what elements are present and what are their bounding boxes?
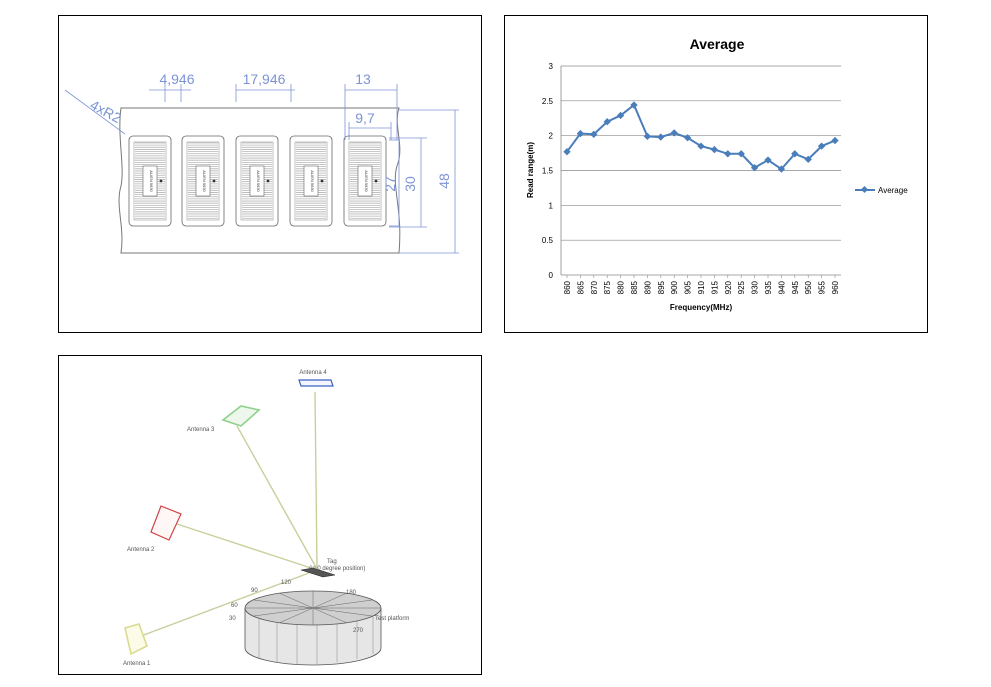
x-tick-label: 900 <box>670 280 679 294</box>
test-setup-panel: Antenna 4 Antenna 3 Antenna 2 Antenna 1 … <box>58 355 482 675</box>
data-point <box>791 150 799 158</box>
y-tick-label: 0.5 <box>542 236 554 245</box>
angle-270: 270 <box>353 628 364 634</box>
label-tag-position: (in 0 degree position) <box>309 566 365 572</box>
x-tick-labels: 860 865 870 875 880 885 890 895 900 905 910 915 920 9… <box>563 275 840 294</box>
x-tick-label: 915 <box>710 280 719 294</box>
chart-panel: Average 0 0.5 1 1.5 2 2.5 3 860 865 870 875 880 885… <box>504 15 928 333</box>
x-axis-label: Frequency(MHz) <box>670 303 733 312</box>
y-tick-label: 2 <box>549 132 554 141</box>
x-tick-label: 890 <box>643 280 652 294</box>
test-platform <box>244 590 382 666</box>
y-tick-label: 0 <box>549 271 554 280</box>
x-tick-label: 950 <box>804 280 813 294</box>
data-point <box>683 134 692 142</box>
dim-width-outer: 13 <box>355 71 371 87</box>
dim-height-48: 48 <box>436 173 452 189</box>
rfid-tag: ALIEN 9630 <box>128 135 172 227</box>
data-point <box>724 150 732 158</box>
legend-label: Average <box>878 186 908 195</box>
chart-grid <box>560 65 841 276</box>
rfid-tag: ALIEN 9630 <box>181 135 225 227</box>
y-tick-label: 3 <box>549 62 554 71</box>
chip-label: ALIEN 9630 <box>310 170 315 192</box>
data-point <box>831 136 839 145</box>
x-tick-label: 960 <box>831 280 840 294</box>
read-range-chart: Average 0 0.5 1 1.5 2 2.5 3 860 865 870 875 880 885… <box>526 36 908 312</box>
test-setup-diagram: Antenna 4 Antenna 3 Antenna 2 Antenna 1 … <box>123 370 409 667</box>
y-tick-label: 1 <box>549 201 554 210</box>
x-tick-label: 860 <box>563 280 572 294</box>
dim-pitch-large: 17,946 <box>243 71 286 87</box>
x-tick-label: 920 <box>724 280 733 294</box>
x-tick-label: 870 <box>590 280 599 294</box>
tag-drawing-panel: ALIEN 9630 ALIEN 9630 ALIEN 9630 ALIEN 9630… <box>58 15 482 333</box>
angle-30: 30 <box>229 616 236 622</box>
dim-width-inner: 9,7 <box>355 110 375 126</box>
data-point <box>616 111 625 120</box>
x-tick-label: 865 <box>576 280 585 294</box>
label-antenna-2: Antenna 2 <box>127 547 155 553</box>
x-tick-label: 910 <box>697 280 706 294</box>
dim-pitch-small: 4,946 <box>159 71 194 87</box>
chip-label: ALIEN 9630 <box>202 170 207 192</box>
data-point <box>750 164 759 172</box>
data-point <box>777 165 786 173</box>
rfid-tag: ALIEN 9630 <box>343 135 387 227</box>
y-tick-labels: 0 0.5 1 1.5 2 2.5 3 <box>542 62 554 280</box>
rfid-tag: ALIEN 9630 <box>235 135 279 227</box>
chip-label: ALIEN 9630 <box>256 170 261 192</box>
data-point <box>817 142 826 150</box>
x-tick-label: 875 <box>603 280 612 294</box>
x-tick-label: 880 <box>617 280 626 294</box>
tag-drawing: ALIEN 9630 ALIEN 9630 ALIEN 9630 ALIEN 9630… <box>64 71 459 254</box>
tag-on-platform <box>300 567 336 578</box>
data-point <box>710 145 719 154</box>
x-tick-label: 940 <box>777 280 786 294</box>
dim-height-30: 30 <box>402 176 418 192</box>
antenna-2 <box>150 505 182 541</box>
data-point <box>576 129 585 138</box>
chip-label: ALIEN 9630 <box>364 170 369 192</box>
antenna-4 <box>298 379 334 387</box>
antenna-1 <box>124 623 148 656</box>
angle-180: 180 <box>346 590 357 596</box>
y-axis-label: Read range(m) <box>526 142 535 198</box>
label-antenna-1: Antenna 1 <box>123 661 151 667</box>
angle-120: 120 <box>281 580 292 586</box>
x-tick-label: 945 <box>791 280 800 294</box>
label-test-platform: Test platform <box>375 616 409 622</box>
y-tick-label: 2.5 <box>542 97 554 106</box>
legend: Average <box>855 185 908 195</box>
label-antenna-4: Antenna 4 <box>299 370 327 376</box>
dim-height-27: 27 <box>382 176 398 192</box>
rfid-tag: ALIEN 9630 <box>289 135 333 227</box>
series-line-average <box>566 103 836 171</box>
data-point <box>643 132 652 141</box>
x-tick-label: 935 <box>764 280 773 294</box>
x-tick-label: 925 <box>737 280 746 294</box>
x-tick-label: 895 <box>657 280 666 294</box>
tag-row: ALIEN 9630 ALIEN 9630 ALIEN 9630 ALIEN 9630… <box>128 135 387 227</box>
label-antenna-3: Antenna 3 <box>187 427 215 433</box>
chip-label: ALIEN 9630 <box>149 170 154 192</box>
x-tick-label: 885 <box>630 280 639 294</box>
x-tick-label: 905 <box>684 280 693 294</box>
y-tick-label: 1.5 <box>542 167 554 176</box>
chart-title: Average <box>690 36 745 52</box>
antenna-3 <box>221 405 261 427</box>
x-tick-label: 955 <box>818 280 827 294</box>
series-markers <box>563 101 839 173</box>
angle-90: 90 <box>251 588 258 594</box>
label-tag: Tag <box>327 559 337 565</box>
x-tick-label: 930 <box>751 280 760 294</box>
data-point <box>657 133 665 141</box>
angle-60: 60 <box>231 603 238 609</box>
dim-corner-radius: 4xR2 <box>88 97 125 127</box>
